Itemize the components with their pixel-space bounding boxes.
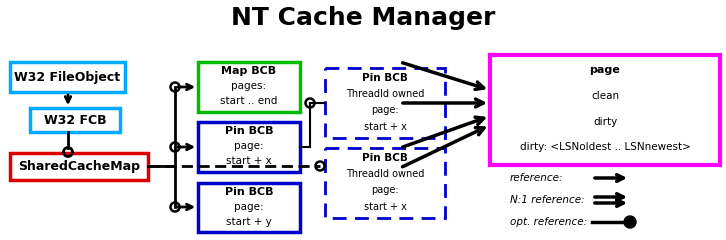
Text: dirty: <LSNoldest .. LSNnewest>: dirty: <LSNoldest .. LSNnewest> <box>520 142 690 152</box>
Text: page:: page: <box>234 202 264 212</box>
Circle shape <box>624 216 636 228</box>
Text: page: page <box>590 65 621 75</box>
Text: W32 FileObject: W32 FileObject <box>15 71 121 84</box>
Text: Pin BCB: Pin BCB <box>362 153 408 163</box>
Bar <box>198 122 300 172</box>
Text: page:: page: <box>371 105 399 115</box>
Text: W32 FCB: W32 FCB <box>44 114 106 126</box>
Bar <box>198 183 300 232</box>
Text: Pin BCB: Pin BCB <box>225 126 273 136</box>
Bar <box>10 62 125 92</box>
Bar <box>198 62 300 112</box>
Text: start + y: start + y <box>226 217 272 227</box>
Text: Pin BCB: Pin BCB <box>362 73 408 83</box>
Text: start + x: start + x <box>226 156 272 166</box>
Text: Map BCB: Map BCB <box>221 66 277 76</box>
Text: start + x: start + x <box>364 122 407 132</box>
Text: ThreadId owned: ThreadId owned <box>346 169 424 179</box>
Bar <box>325 68 445 138</box>
Text: Pin BCB: Pin BCB <box>225 187 273 197</box>
Text: start + x: start + x <box>364 202 407 212</box>
Text: NT Cache Manager: NT Cache Manager <box>231 6 495 30</box>
Bar <box>325 148 445 218</box>
Text: page:: page: <box>234 141 264 151</box>
Text: start .. end: start .. end <box>220 96 277 106</box>
Bar <box>10 153 148 180</box>
Text: page:: page: <box>371 185 399 195</box>
Text: N:1 reference:: N:1 reference: <box>510 195 584 205</box>
Bar <box>30 108 120 132</box>
Text: ThreadId owned: ThreadId owned <box>346 89 424 99</box>
Text: clean: clean <box>591 91 619 101</box>
Text: dirty: dirty <box>593 116 617 126</box>
Text: reference:: reference: <box>510 173 563 183</box>
Text: opt. reference:: opt. reference: <box>510 217 587 227</box>
Bar <box>490 55 720 165</box>
Text: pages:: pages: <box>232 81 266 91</box>
Text: SharedCacheMap: SharedCacheMap <box>18 160 140 173</box>
